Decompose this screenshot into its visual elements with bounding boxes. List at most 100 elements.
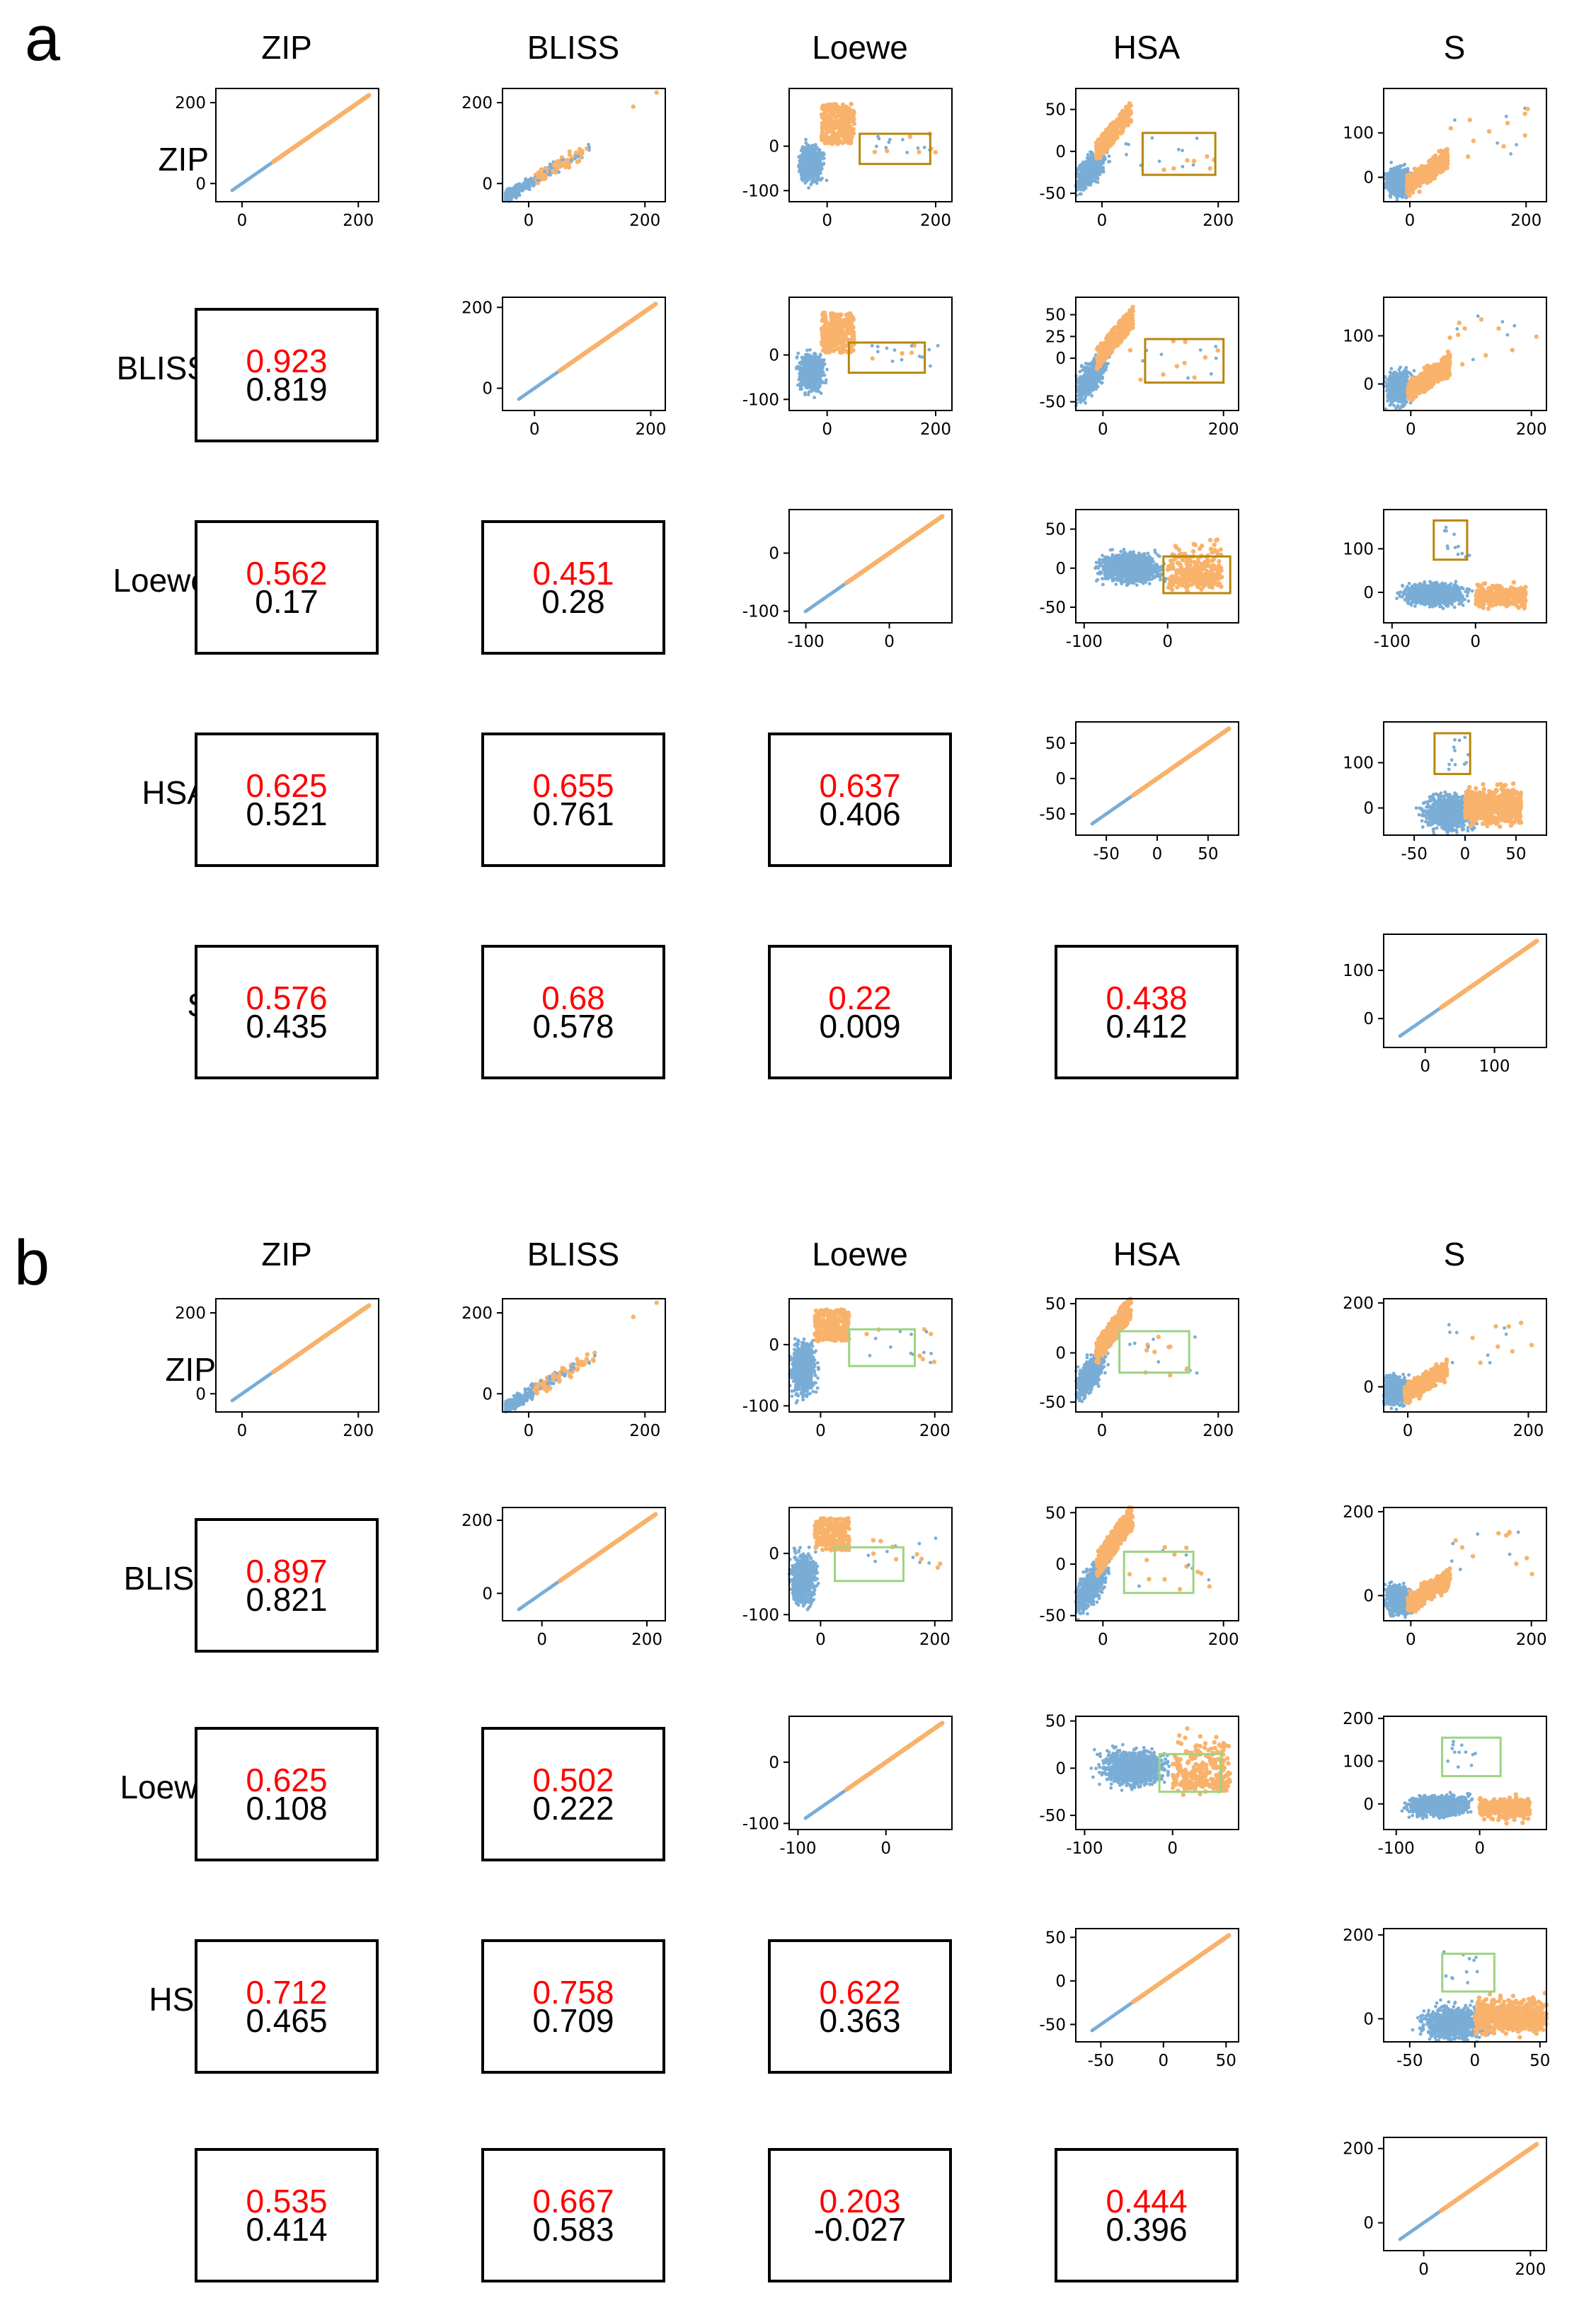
scatter-point [808,173,813,178]
correlation-black-value: 0.406 [819,798,900,830]
scatter-point [1403,171,1408,174]
scatter-point [825,139,829,145]
scatter-point [1124,105,1129,110]
correlation-box: 0.438 0.412 [1055,945,1239,1079]
correlation-red-value: 0.923 [246,345,327,377]
row-label-zip: ZIP [53,140,209,178]
scatter-point [832,125,837,131]
scatter-point [829,103,835,108]
scatter-point [1205,154,1210,159]
scatter-point [1390,173,1394,177]
scatter-point [837,127,842,132]
scatter-point [1525,106,1530,112]
scatter-point [806,393,810,396]
scatter-point [877,137,881,141]
scatter-point [525,184,529,188]
scatter-point [527,188,532,192]
scatter-point [1389,186,1394,190]
scatter-point [872,149,878,154]
scatter-point [824,378,828,382]
highlight-box [859,132,931,166]
scatter-point [813,396,816,399]
scatter-point [849,101,854,107]
scatter-point [826,113,831,118]
correlation-black-value: 0.819 [246,373,327,406]
scatter-point [805,152,810,156]
scatter-point [507,193,510,197]
scatter-point [541,173,547,179]
scatter-point [917,149,922,155]
scatter-point [578,150,583,156]
scatter-point [528,184,532,188]
scatter-point [1191,163,1195,167]
scatter-point [631,104,636,109]
scatter-point [1399,164,1402,168]
scatter-point [1384,180,1389,185]
scatter-point [1396,171,1401,176]
correlation-red-value: 0.562 [246,557,327,590]
scatter-point [1424,171,1429,176]
scatter-point [539,167,544,172]
scatter-point [819,135,825,141]
scatter-point [1089,176,1093,180]
scatter-point [1390,170,1394,174]
scatter-point [1191,159,1197,163]
scatter-point [905,151,909,154]
scatter-point [512,193,516,197]
scatter-point [1098,137,1103,142]
scatter-point [1387,177,1391,181]
scatter-point [829,108,834,113]
scatter-point [808,161,813,164]
scatter-point [549,164,552,168]
scatter-point [1435,161,1440,167]
row-label-s: S [53,986,209,1024]
scatter-point [1501,144,1506,149]
scatter-point [1181,149,1184,153]
scatter-point [1509,152,1512,156]
correlation-black-value: 0.17 [255,585,318,618]
x-tick-label: 0 [524,212,534,230]
scatter-point [1401,173,1405,177]
scatter-point [1086,156,1089,160]
scatter-point [810,389,813,394]
scatter-point [808,348,812,352]
scatter-point [524,177,528,181]
x-tick-label: 0 [529,420,540,439]
scatter-point [1441,149,1447,154]
scatter-point [826,103,831,108]
scatter-point [803,152,807,156]
scatter-point [517,190,521,195]
scatter-point [1157,159,1161,163]
scatter-point [826,135,831,141]
scatter-point [1126,120,1131,125]
scatter-point [1120,124,1125,129]
scatter-point [1444,164,1449,169]
scatter-point [1389,161,1394,164]
scatter-point [1094,156,1099,161]
scatter-point [820,130,825,134]
scatter-point [557,160,562,166]
scatter-point [1394,180,1398,183]
scatter-point [1504,115,1508,118]
scatter-point [836,141,841,146]
scatter-point [1077,167,1081,171]
scatter-point [1105,136,1110,141]
scatter-point [1399,184,1403,188]
scatter-point [587,145,591,149]
scatter-point [1087,163,1091,167]
scatter-point [550,170,556,175]
scatter-point [835,132,840,137]
correlation-box: 0.625 0.521 [195,733,379,867]
scatter-point [561,158,566,161]
scatter-point [804,352,808,357]
x-tick-label: 200 [629,212,660,230]
scatter-point [1448,126,1454,131]
y-tick-label: 0 [482,175,493,193]
correlation-box: 0.562 0.17 [195,520,379,655]
scatter-point [548,170,552,174]
scatter-point [1120,110,1126,115]
column-header-hsa: HSA [1040,28,1253,67]
